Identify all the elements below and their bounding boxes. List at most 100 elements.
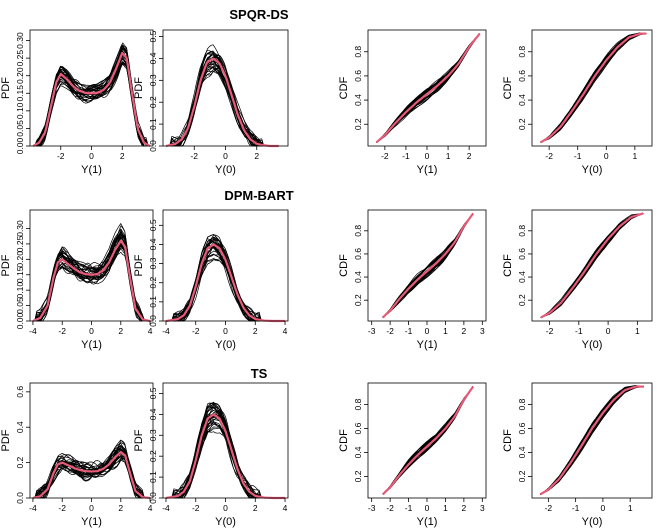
x-tick-label: 1	[635, 326, 640, 336]
x-tick-label: -1	[572, 503, 580, 513]
draw-curve	[540, 385, 644, 495]
x-tick-label: 0	[425, 151, 430, 161]
draw-curve	[540, 386, 644, 495]
y-axis-label: CDF	[502, 76, 514, 99]
x-tick-label: 4	[283, 503, 288, 513]
x-tick-label: 4	[283, 326, 288, 336]
draw-curve	[540, 32, 647, 143]
x-axis-label: Y(1)	[417, 516, 438, 528]
row-title-spqr-ds: SPQR-DS	[229, 7, 289, 22]
x-tick-label: 3	[480, 503, 485, 513]
x-tick-label: -1	[575, 326, 583, 336]
y-tick-label: 0.20	[15, 67, 25, 84]
draw-curve	[539, 385, 644, 495]
x-tick-label: 0	[223, 503, 228, 513]
y-tick-label: 0.8	[517, 398, 527, 410]
x-axis-label: Y(1)	[417, 339, 438, 351]
draw-curve	[540, 386, 644, 495]
y-tick-label: 0.2	[15, 456, 25, 468]
y-tick-label: 0.2	[148, 277, 158, 289]
row-title-ts: TS	[251, 366, 268, 381]
x-tick-label: -1	[574, 151, 582, 161]
x-axis-label: Y(0)	[215, 516, 236, 528]
draw-curve	[540, 32, 647, 143]
draw-curve	[539, 385, 644, 495]
draw-curve	[540, 386, 644, 495]
y-tick-label: 0.8	[517, 225, 527, 237]
draw-curve	[166, 67, 279, 147]
x-axis-label: Y(0)	[215, 164, 236, 176]
draw-curve	[540, 33, 647, 143]
draw-curve	[540, 32, 647, 143]
draw-curve	[540, 213, 644, 318]
y-tick-label: 0.15	[15, 85, 25, 102]
x-tick-label: 0	[604, 151, 609, 161]
plot-frame	[367, 382, 487, 499]
y-tick-label: 0.6	[517, 70, 527, 82]
draw-curve	[540, 32, 647, 143]
y-tick-label: 0.4	[517, 271, 527, 283]
draw-curve	[540, 33, 647, 143]
draw-curve	[540, 33, 647, 143]
x-tick-label: -4	[29, 503, 37, 513]
draw-curve	[540, 33, 647, 143]
draw-curve	[539, 385, 644, 495]
x-tick-label: 2	[118, 326, 123, 336]
panel-r1c3: -2 -1 0 1 0.2 0.4 0.6 0.8 Y(0) CDF	[502, 209, 653, 351]
x-tick-label: 0	[89, 326, 94, 336]
x-axis-label: Y(1)	[417, 164, 438, 176]
y-tick-label: 0.0	[148, 140, 158, 152]
draw-curve	[540, 32, 647, 143]
panel-r2c2: -3 -2 -1 0 1 2 3 0.2 0.4 0.6 0.8 Y(1) CDF	[338, 382, 487, 528]
draw-curve	[540, 385, 644, 495]
panel-r0c2: -2 -1 0 1 2 0.2 0.4 0.6 0.8 Y(1) CDF	[338, 29, 487, 176]
true-curve	[32, 450, 151, 500]
draw-curve	[540, 386, 644, 495]
y-tick-label: 0.25	[15, 50, 25, 67]
draw-curve	[540, 33, 647, 143]
x-tick-label: 2	[118, 503, 123, 513]
y-tick-label: 0.4	[517, 446, 527, 458]
x-tick-label: 1	[443, 503, 448, 513]
y-tick-label: 0.3	[148, 257, 158, 269]
x-tick-label: 0	[601, 503, 606, 513]
y-tick-label: 0.3	[148, 74, 158, 86]
panel-r2c1: -4 -2 0 2 40.00.10.20.30.40.5Y(0)PDF	[133, 382, 289, 528]
panel-r0c3: -2 -1 0 1 0.2 0.4 0.6 0.8 Y(0) CDF	[502, 29, 653, 176]
plot-frame	[531, 382, 653, 499]
y-tick-label: 0.5	[148, 219, 158, 231]
y-tick-label: 0.00	[15, 312, 25, 329]
draw-curve	[540, 386, 644, 495]
draw-curve	[540, 33, 647, 143]
panel-r2c3: -2 -1 0 1 0.2 0.4 0.6 0.8 Y(0) CDF	[502, 382, 653, 528]
draw-curve	[540, 213, 644, 318]
true-curve	[382, 385, 475, 496]
true-curve	[32, 51, 151, 147]
y-tick-label: 0.00	[15, 137, 25, 154]
x-axis-label: Y(1)	[81, 164, 102, 176]
x-tick-label: 1	[446, 151, 451, 161]
y-tick-label: 0.0	[148, 315, 158, 327]
draw-curve	[540, 33, 647, 143]
draw-curve	[540, 213, 644, 318]
x-tick-label: 0	[223, 326, 228, 336]
y-axis-label: CDF	[338, 76, 350, 99]
x-tick-label: 1	[628, 503, 633, 513]
x-tick-label: -3	[368, 326, 376, 336]
y-tick-label: 0.4	[148, 52, 158, 64]
x-tick-label: -4	[162, 326, 170, 336]
panel-grid: -2 0 20.000.050.100.150.200.250.30Y(1)PDF-…	[0, 29, 653, 528]
draw-curve	[540, 386, 644, 495]
draw-curve	[540, 33, 647, 143]
draw-curve	[540, 32, 647, 143]
y-tick-label: 0.4	[148, 238, 158, 250]
plot-frame	[531, 29, 653, 147]
y-axis-label: PDF	[0, 77, 12, 99]
draw-curve	[539, 385, 644, 495]
draw-curve	[540, 32, 647, 143]
panel-r0c0: -2 0 2 0.000.050.100.150.200.250.30 Y(1) PDF	[0, 29, 154, 176]
draw-curve	[540, 385, 644, 495]
x-tick-label: -2	[192, 503, 200, 513]
y-tick-label: 0.1	[148, 296, 158, 308]
y-tick-label: 0.4	[517, 94, 527, 106]
